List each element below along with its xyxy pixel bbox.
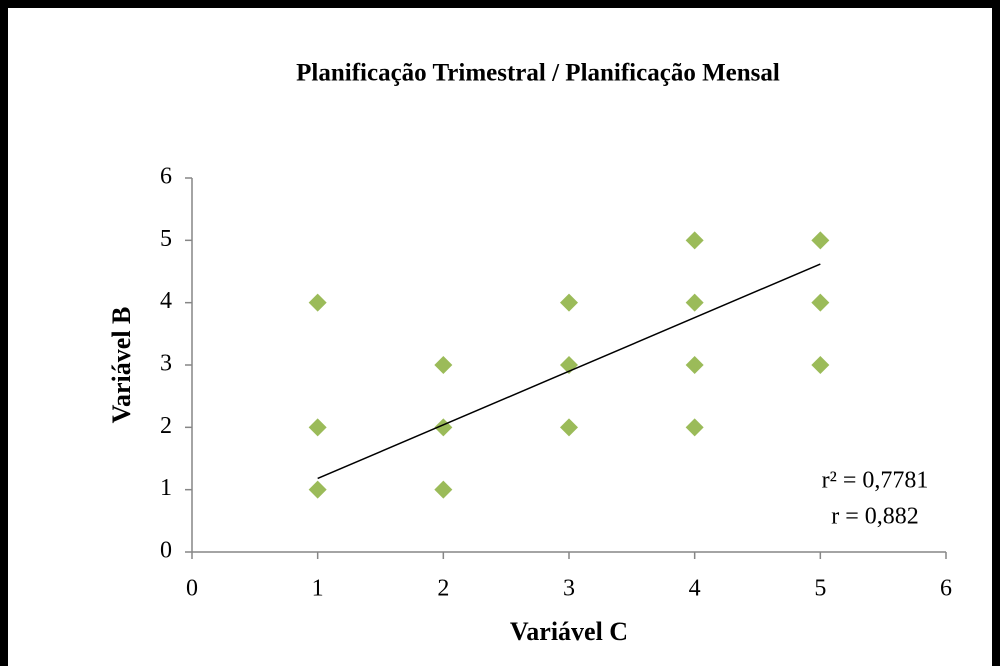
x-tick-label: 1 [312, 576, 324, 602]
x-tick-label: 5 [814, 576, 826, 602]
y-tick-label: 1 [160, 475, 172, 501]
x-tick-label: 6 [940, 576, 952, 602]
scatter-point [685, 293, 704, 312]
y-tick-label: 5 [160, 226, 172, 252]
x-tick-label: 0 [186, 576, 198, 602]
annotation: r² = 0,7781 [822, 468, 929, 494]
annotation: r = 0,882 [831, 504, 919, 530]
scatter-point [811, 293, 830, 312]
scatter-point [685, 231, 704, 250]
scatter-point [811, 356, 830, 374]
trendline [317, 263, 821, 480]
scatter-point [685, 418, 704, 437]
scatter-point [434, 356, 453, 374]
y-tick-label: 4 [160, 288, 172, 314]
x-tick-label: 2 [437, 576, 449, 602]
scatter-point [308, 480, 327, 499]
scatter-point [560, 418, 578, 437]
scatter-point [308, 418, 327, 437]
y-tick-label: 0 [160, 538, 172, 564]
scatter-point [434, 480, 453, 499]
x-tick-label: 3 [563, 576, 575, 602]
scatter-point [308, 293, 327, 312]
y-tick-label: 6 [160, 164, 172, 190]
y-axis-label: Variável B [107, 307, 136, 424]
scatter-point [560, 293, 578, 312]
scatter-point [811, 231, 830, 250]
y-tick-label: 2 [160, 413, 172, 439]
chart-title: Planificação Trimestral / Planificação M… [296, 60, 780, 87]
y-tick-label: 3 [160, 351, 172, 377]
x-axis-label: Variável C [510, 617, 628, 646]
x-tick-label: 4 [689, 576, 701, 602]
scatter-point [685, 356, 704, 374]
